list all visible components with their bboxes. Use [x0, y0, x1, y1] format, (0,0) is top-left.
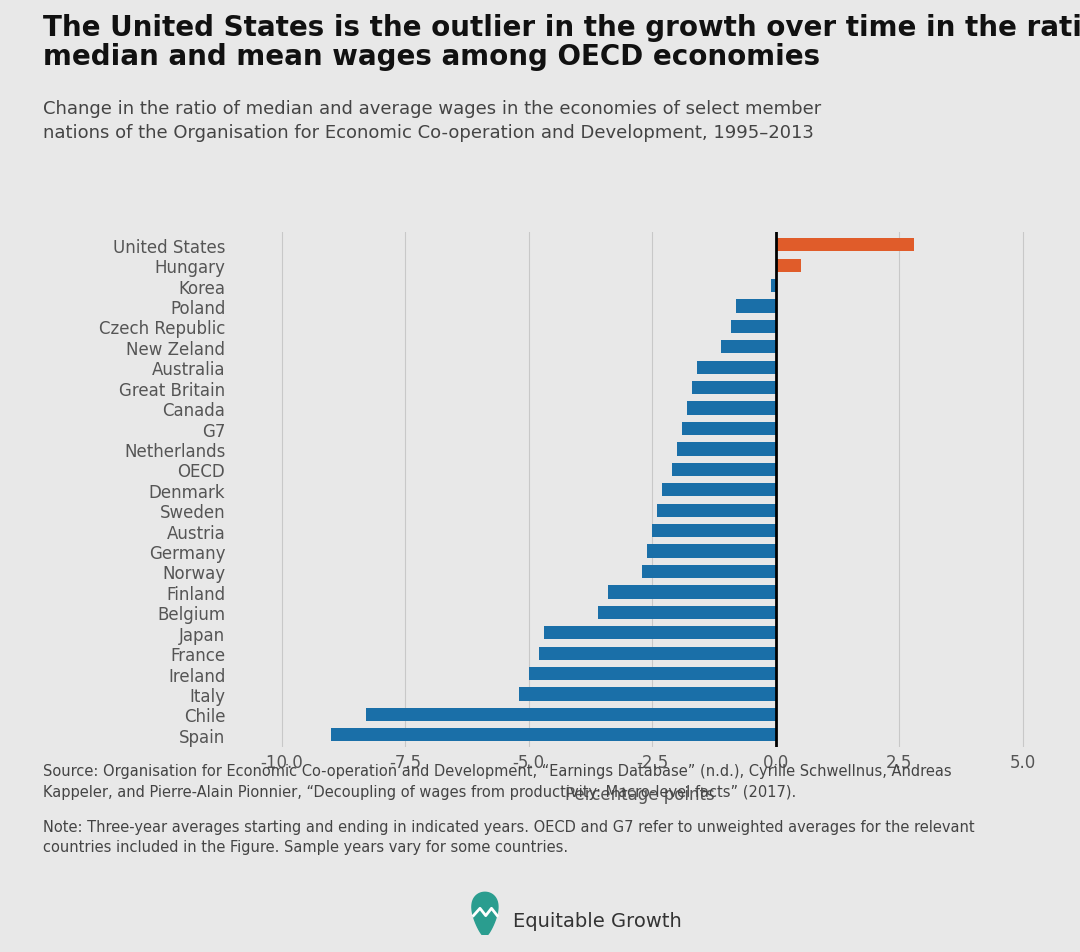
Bar — [687, 402, 775, 415]
Text: Equitable Growth: Equitable Growth — [513, 911, 681, 930]
Bar — [662, 484, 775, 497]
Bar — [692, 382, 775, 395]
Bar — [539, 646, 775, 660]
Bar — [643, 565, 775, 579]
Bar — [771, 280, 775, 293]
Bar — [332, 728, 775, 742]
Bar — [731, 321, 775, 334]
Bar — [608, 585, 775, 599]
Bar — [658, 504, 775, 517]
Bar — [543, 626, 775, 640]
Bar — [681, 423, 775, 436]
Bar — [721, 341, 775, 354]
Text: Note: Three-year averages starting and ending in indicated years. OECD and G7 re: Note: Three-year averages starting and e… — [43, 819, 975, 854]
Bar — [737, 300, 775, 313]
Bar — [529, 667, 775, 681]
X-axis label: Percentage points: Percentage points — [565, 784, 715, 803]
Bar — [672, 464, 775, 477]
Text: median and mean wages among OECD economies: median and mean wages among OECD economi… — [43, 43, 821, 70]
Text: Change in the ratio of median and average wages in the economies of select membe: Change in the ratio of median and averag… — [43, 100, 822, 142]
Bar — [647, 545, 775, 558]
Polygon shape — [472, 892, 498, 936]
Bar — [697, 361, 775, 374]
Text: The United States is the outlier in the growth over time in the ratio of: The United States is the outlier in the … — [43, 14, 1080, 42]
Bar — [652, 525, 775, 538]
Bar — [775, 259, 800, 272]
Bar — [366, 708, 775, 722]
Bar — [775, 239, 914, 252]
Text: Source: Organisation for Economic Co-operation and Development, “Earnings Databa: Source: Organisation for Economic Co-ope… — [43, 764, 951, 799]
Bar — [598, 606, 775, 620]
Bar — [518, 687, 775, 701]
Bar — [677, 443, 775, 456]
